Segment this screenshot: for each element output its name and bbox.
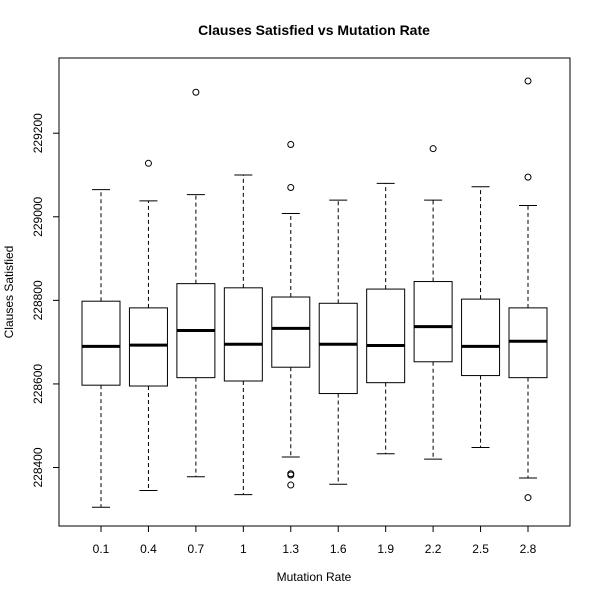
outlier-point xyxy=(524,173,532,181)
y-axis: 228400 228600 228800 229000 229200 xyxy=(31,113,60,488)
x-tick-label: 0.4 xyxy=(140,542,157,556)
iqr-box xyxy=(271,296,311,368)
outlier-point xyxy=(287,471,295,479)
x-tick-label: 1.9 xyxy=(377,542,394,556)
y-axis-label: Clauses Satisfied xyxy=(2,246,16,339)
x-axis: 0.1 0.4 0.7 1 1.3 1.6 1.9 2.2 2.5 2.8 xyxy=(93,525,537,556)
outlier-point xyxy=(287,140,295,148)
y-tick-label: 228400 xyxy=(31,447,45,487)
box-2.8 xyxy=(508,77,548,502)
box-1.6 xyxy=(318,199,358,485)
iqr-box xyxy=(366,288,406,384)
x-tick-label: 1 xyxy=(240,542,247,556)
x-tick-label: 1.6 xyxy=(330,542,347,556)
x-axis-label: Mutation Rate xyxy=(277,570,352,584)
y-tick-label: 228800 xyxy=(31,280,45,320)
iqr-box xyxy=(413,281,453,363)
outlier-point xyxy=(524,77,532,85)
box-0.1 xyxy=(81,189,121,508)
chart-title: Clauses Satisfied vs Mutation Rate xyxy=(198,22,430,38)
x-tick-label: 1.3 xyxy=(282,542,299,556)
box-0.7 xyxy=(176,88,216,478)
box-2.2 xyxy=(413,145,453,460)
outlier-point xyxy=(429,145,437,153)
x-tick-label: 2.5 xyxy=(472,542,489,556)
outlier-point xyxy=(524,494,532,502)
outlier-point xyxy=(192,88,200,96)
iqr-box xyxy=(318,302,358,395)
y-tick-label: 229000 xyxy=(31,196,45,236)
outlier-point xyxy=(287,184,295,192)
x-tick-label: 2.2 xyxy=(425,542,442,556)
box-1.3 xyxy=(271,140,311,489)
iqr-box xyxy=(223,287,263,382)
outlier-point xyxy=(144,159,152,167)
y-tick-label: 228600 xyxy=(31,364,45,404)
x-tick-label: 0.7 xyxy=(188,542,205,556)
box-series xyxy=(81,77,548,508)
box-1.9 xyxy=(366,182,406,455)
y-tick-label: 229200 xyxy=(31,113,45,153)
box-1 xyxy=(223,174,263,496)
x-tick-label: 0.1 xyxy=(93,542,110,556)
iqr-box xyxy=(81,300,121,386)
x-tick-label: 2.8 xyxy=(520,542,537,556)
box-2.5 xyxy=(461,186,501,448)
outlier-point xyxy=(287,481,295,489)
iqr-box xyxy=(461,298,501,377)
iqr-box xyxy=(128,307,168,387)
box-0.4 xyxy=(128,159,168,491)
